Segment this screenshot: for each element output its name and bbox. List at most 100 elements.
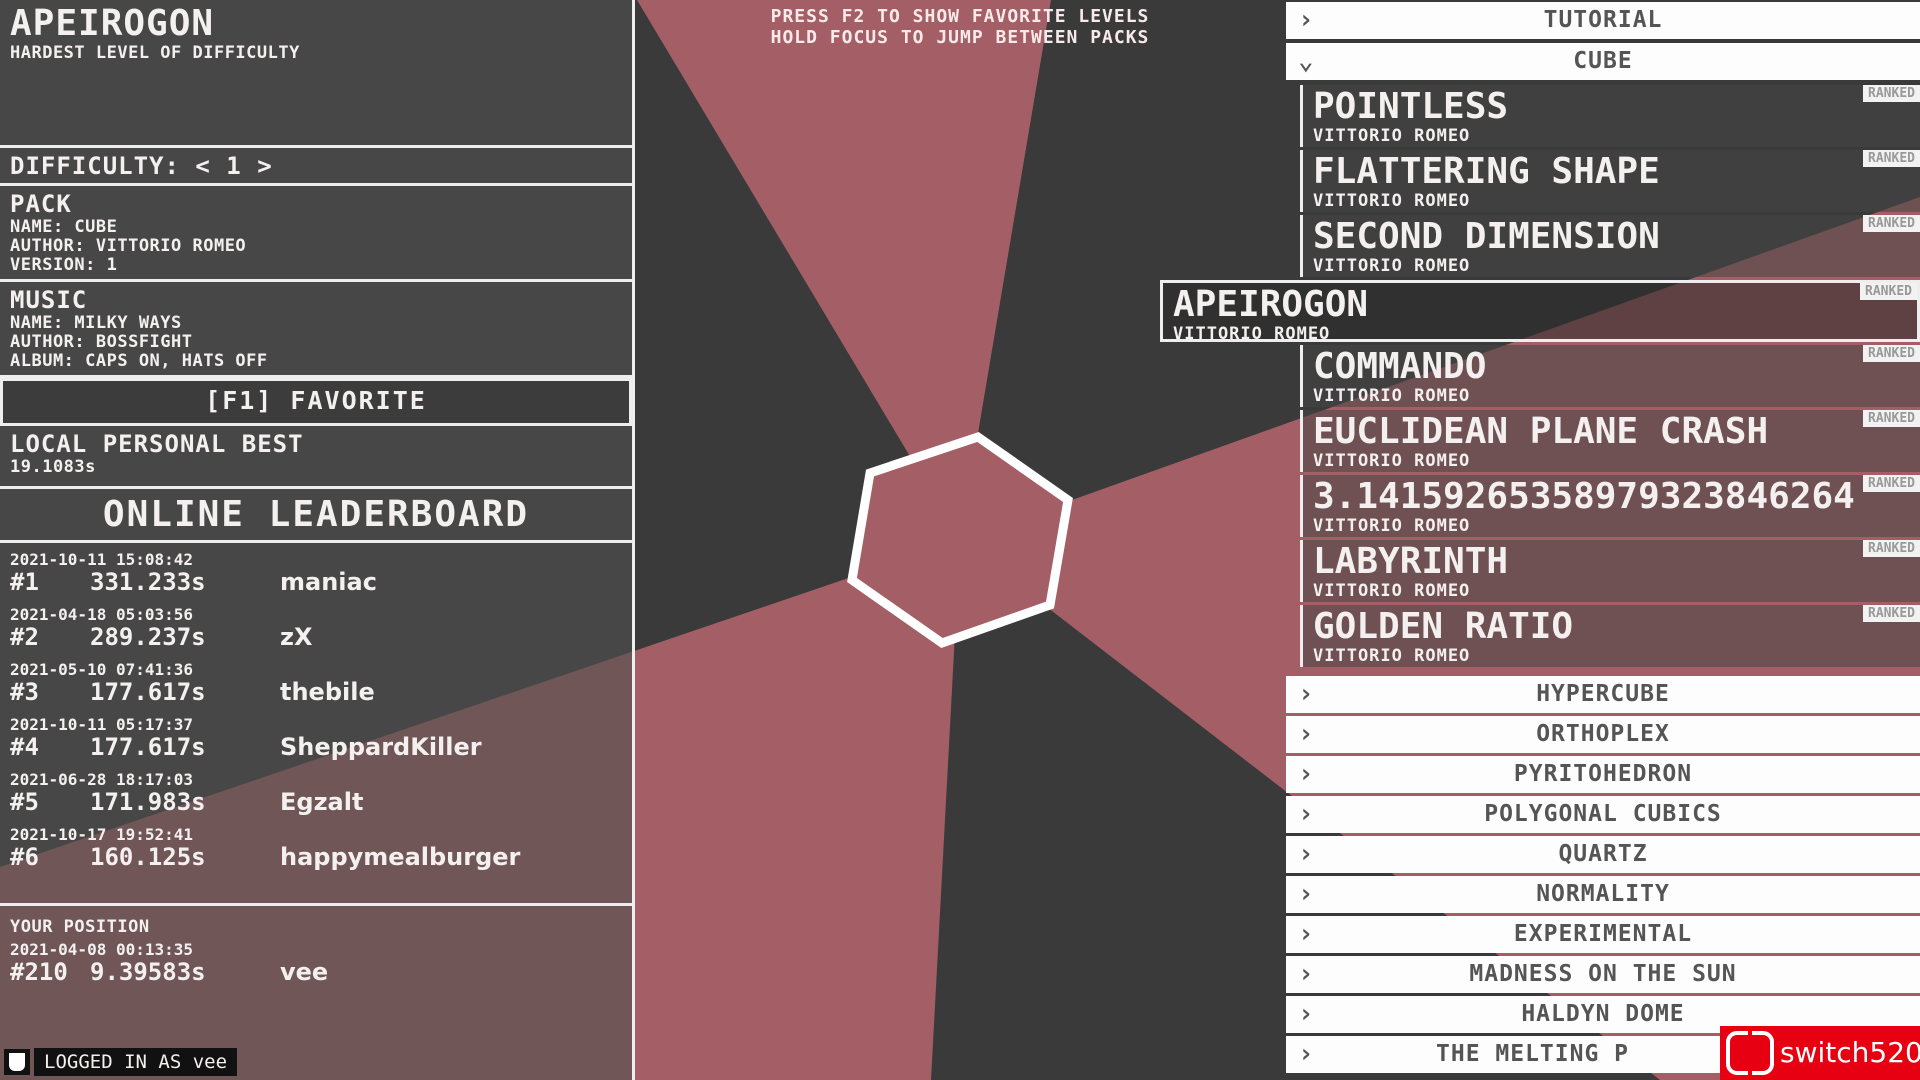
chevron-down-icon: ⌄ [1298,46,1315,76]
level-item[interactable]: 3.14159265358979323846264 VITTORIO ROMEO R… [1300,475,1920,537]
pack-item[interactable]: › PYRITOHEDRON [1286,756,1920,793]
level-name: SECOND DIMENSION [1313,216,1660,257]
entry-rank: #5 [10,788,39,816]
pack-name: PYRITOHEDRON [1513,761,1693,787]
entry-name: zX [280,623,313,651]
level-author: VITTORIO ROMEO [1313,451,1471,471]
entry-date: 2021-04-08 00:13:35 [10,940,194,959]
pack-item[interactable]: › ORTHOPLEX [1286,716,1920,753]
entry-time: 171.983s [90,788,206,816]
pack-name: THE MELTING P [1436,1041,1630,1067]
your-position-heading: YOUR POSITION [10,917,150,937]
level-name: POINTLESS [1313,86,1509,127]
ranked-badge: RANKED [1863,215,1920,232]
pack-name: HALDYN DOME [1521,1001,1685,1027]
pack-item[interactable]: › EXPERIMENTAL [1286,916,1920,953]
entry-name: SheppardKiller [280,733,482,761]
ranked-badge: RANKED [1863,85,1920,102]
pack-name: POLYGONAL CUBICS [1484,801,1722,827]
level-author: VITTORIO ROMEO [1313,516,1471,536]
entry-rank: #6 [10,843,39,871]
your-position: YOUR POSITION 2021-04-08 00:13:35 #210 9.… [0,906,632,1080]
level-author: VITTORIO ROMEO [1313,581,1471,601]
level-author: VITTORIO ROMEO [1313,256,1471,276]
ranked-badge: RANKED [1863,410,1920,427]
ranked-badge: RANKED [1863,475,1920,492]
pack-name: HYPERCUBE [1536,681,1670,707]
pack-name: NAME: CUBE [10,217,118,237]
entry-time: 177.617s [90,733,206,761]
entry-date: 2021-05-10 07:41:36 [10,660,194,679]
pack-tutorial[interactable]: › TUTORIAL [1286,2,1920,39]
pack-author: AUTHOR: VITTORIO ROMEO [10,236,247,256]
leaderboard-entry: 2021-04-18 05:03:56 #2 289.237s zX [10,606,622,651]
level-item[interactable]: APEIROGON VITTORIO ROMEO RANKED [1160,280,1920,342]
level-author: VITTORIO ROMEO [1173,324,1331,342]
level-name: GOLDEN RATIO [1313,606,1574,647]
favorite-button[interactable]: [F1] FAVORITE [0,378,632,426]
level-info-panel: APEIROGON HARDEST LEVEL OF DIFFICULTY DI… [0,0,635,1080]
difficulty-selector[interactable]: DIFFICULTY: < 1 > [0,148,632,186]
level-description: HARDEST LEVEL OF DIFFICULTY [10,43,300,63]
level-title: APEIROGON [10,3,215,44]
personal-best-value: 19.1083s [10,457,96,477]
entry-time: 160.125s [90,843,206,871]
pack-cube[interactable]: ⌄ CUBE [1286,43,1920,80]
leaderboard-entry: 2021-05-10 07:41:36 #3 177.617s thebile [10,661,622,706]
music-author: AUTHOR: BOSSFIGHT [10,332,193,352]
chevron-right-icon: › [1298,959,1315,989]
level-item[interactable]: SECOND DIMENSION VITTORIO ROMEO RANKED [1300,215,1920,277]
music-album: ALBUM: CAPS ON, HATS OFF [10,351,268,371]
pack-item[interactable]: › QUARTZ [1286,836,1920,873]
level-item[interactable]: LABYRINTH VITTORIO ROMEO RANKED [1300,540,1920,602]
entry-name: vee [280,958,329,986]
entry-name: maniac [280,568,377,596]
pack-version: VERSION: 1 [10,255,118,275]
level-item[interactable]: POINTLESS VITTORIO ROMEO RANKED [1300,85,1920,147]
ranked-badge: RANKED [1863,345,1920,362]
level-header: APEIROGON HARDEST LEVEL OF DIFFICULTY [0,0,632,148]
music-info: MUSIC NAME: MILKY WAYS AUTHOR: BOSSFIGHT… [0,282,632,378]
chevron-right-icon: › [1298,5,1315,35]
level-item[interactable]: FLATTERING SHAPE VITTORIO ROMEO RANKED [1300,150,1920,212]
entry-name: Egzalt [280,788,364,816]
watermark-text: switch520 [1780,1036,1920,1069]
entry-rank: #3 [10,678,39,706]
level-item[interactable]: COMMANDO VITTORIO ROMEO RANKED [1300,345,1920,407]
level-item[interactable]: GOLDEN RATIO VITTORIO ROMEO RANKED [1300,605,1920,667]
leaderboard-title: ONLINE LEADERBOARD [0,489,632,543]
entry-rank: #210 [10,958,68,986]
hint-jump: HOLD FOCUS TO JUMP BETWEEN PACKS [770,27,1150,48]
entry-time: 177.617s [90,678,206,706]
pack-name: TUTORIAL [1543,7,1663,33]
pack-item[interactable]: › HYPERCUBE [1286,676,1920,713]
entry-rank: #4 [10,733,39,761]
pack-name: NORMALITY [1536,881,1670,907]
pack-item[interactable]: › NORMALITY [1286,876,1920,913]
switch-logo-icon [1726,1031,1774,1075]
watermark: switch520 [1720,1026,1920,1080]
chevron-right-icon: › [1298,719,1315,749]
ranked-badge: RANKED [1863,540,1920,557]
leaderboard-entry: 2021-10-11 15:08:42 #1 331.233s maniac [10,551,622,596]
hint-text: PRESS F2 TO SHOW FAVORITE LEVELS HOLD FO… [700,6,1220,48]
pack-name: QUARTZ [1558,841,1648,867]
pack-heading: PACK [10,190,72,218]
entry-time: 9.39583s [90,958,206,986]
level-name: LABYRINTH [1313,541,1509,582]
entry-rank: #1 [10,568,39,596]
leaderboard-entry: 2021-06-28 18:17:03 #5 171.983s Egzalt [10,771,622,816]
entry-date: 2021-10-11 05:17:37 [10,715,194,734]
pack-item[interactable]: › POLYGONAL CUBICS [1286,796,1920,833]
login-status: LOGGED IN AS vee [4,1048,238,1076]
level-name: APEIROGON [1173,284,1369,325]
entry-date: 2021-10-17 19:52:41 [10,825,194,844]
pack-name: MADNESS ON THE SUN [1469,961,1737,987]
leaderboard-entry: 2021-10-11 05:17:37 #4 177.617s SheppardKi… [10,716,622,761]
music-name: NAME: MILKY WAYS [10,313,182,333]
level-name: COMMANDO [1313,346,1487,387]
level-name: 3.14159265358979323846264 [1313,476,1855,517]
level-item[interactable]: EUCLIDEAN PLANE CRASH VITTORIO ROMEO RANKE… [1300,410,1920,472]
entry-rank: #2 [10,623,39,651]
pack-item[interactable]: › MADNESS ON THE SUN [1286,956,1920,993]
